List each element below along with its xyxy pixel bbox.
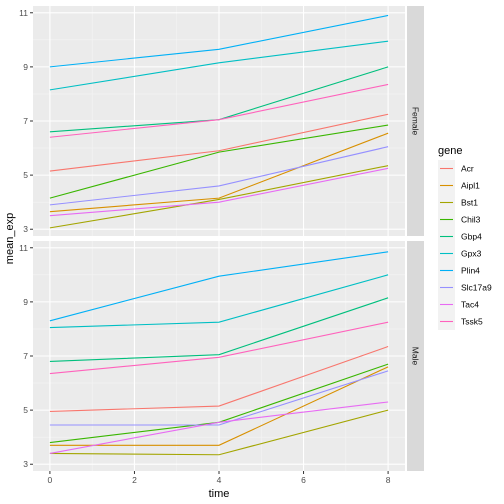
legend-item-acr: Acr	[438, 160, 474, 177]
y-tick-label: 3	[23, 459, 28, 469]
y-tick-label: 5	[23, 170, 28, 180]
series-line-plin4	[49, 14, 389, 68]
series-line-acr	[49, 113, 389, 172]
series-line-tssk5	[49, 321, 389, 375]
y-tick-label: 11	[19, 243, 28, 253]
facet-strip	[407, 6, 424, 236]
legend-label: Aipl1	[461, 181, 480, 191]
series-line-gbp4	[49, 297, 389, 362]
series-line-gpx3	[49, 40, 389, 91]
y-tick-label: 5	[23, 405, 28, 415]
x-tick-label: 6	[301, 475, 306, 485]
legend-item-plin4: Plin4	[438, 262, 480, 279]
legend-item-aipl1: Aipl1	[438, 177, 480, 194]
legend-item-bst1: Bst1	[438, 194, 478, 211]
legend-item-gbp4: Gbp4	[438, 228, 482, 245]
x-tick-label: 4	[217, 475, 222, 485]
facet-strip-label: Female	[411, 107, 421, 136]
y-tick-label: 7	[23, 116, 28, 126]
x-tick-label: 0	[48, 475, 53, 485]
legend-label: Bst1	[461, 198, 478, 208]
series-line-bst1	[49, 409, 389, 456]
series-line-slc17a9	[49, 146, 389, 206]
legend-label: Tssk5	[461, 317, 483, 327]
y-tick-label: 3	[23, 224, 28, 234]
series-line-tssk5	[49, 83, 389, 138]
facet-panel-female: Female	[33, 6, 424, 236]
legend-label: Acr	[461, 164, 474, 174]
legend-label: Plin4	[461, 266, 480, 276]
legend-label: Gbp4	[461, 232, 482, 242]
y-tick-label: 9	[23, 62, 28, 72]
facet-strip-label: Male	[411, 347, 421, 366]
series-line-bst1	[49, 165, 389, 229]
legend-label: Gpx3	[461, 249, 482, 259]
legend-title: gene	[438, 145, 462, 157]
legend-label: Tac4	[461, 300, 479, 310]
legend-item-slc17a9: Slc17a9	[438, 279, 492, 296]
series-line-chil3	[49, 124, 389, 199]
legend-item-gpx3: Gpx3	[438, 245, 482, 262]
y-axis-title: mean_exp	[4, 213, 16, 264]
legend-label: Chil3	[461, 215, 481, 225]
series-line-aipl1	[49, 132, 389, 213]
series-line-gpx3	[49, 274, 389, 329]
y-tick-label: 9	[23, 297, 28, 307]
y-tick-label: 7	[23, 351, 28, 361]
facet-panel-male: Male	[33, 241, 424, 471]
legend-item-chil3: Chil3	[438, 211, 481, 228]
legend-item-tssk5: Tssk5	[438, 313, 483, 330]
series-line-tac4	[49, 167, 389, 217]
series-line-plin4	[49, 251, 389, 322]
y-tick-label: 11	[19, 8, 28, 18]
legend-item-tac4: Tac4	[438, 296, 479, 313]
x-axis-title: time	[209, 488, 230, 500]
series-line-aipl1	[49, 366, 389, 446]
series-line-tac4	[49, 401, 389, 454]
series-line-acr	[49, 346, 389, 413]
series-line-slc17a9	[49, 370, 389, 426]
legend-label: Slc17a9	[461, 283, 492, 293]
x-tick-label: 2	[132, 475, 137, 485]
x-tick-label: 8	[386, 475, 391, 485]
facet-strip	[407, 241, 424, 471]
